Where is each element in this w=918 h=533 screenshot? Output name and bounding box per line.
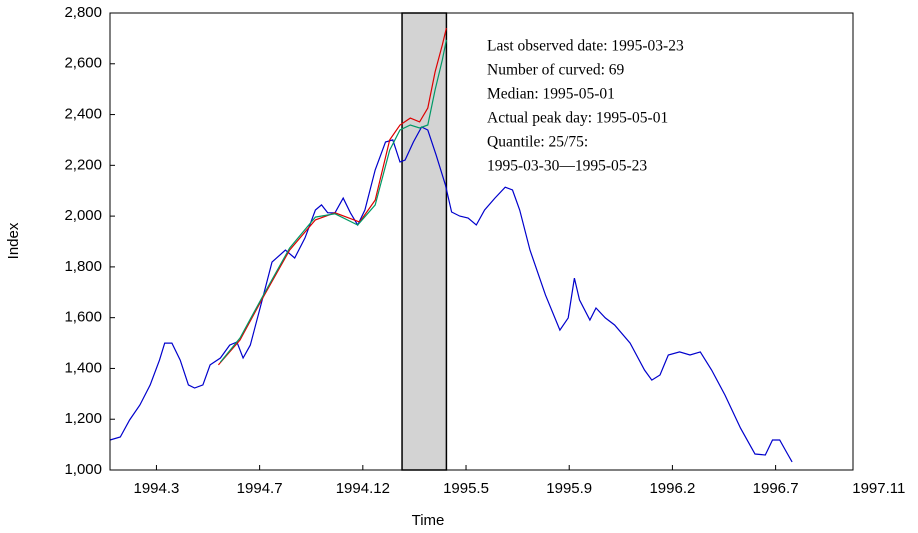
annotation: 1995-03-30—1995-05-23 (487, 158, 647, 175)
plot-frame (109, 12, 854, 471)
line-series (109, 126, 793, 463)
x-tick-label: 1995.5 (443, 480, 489, 497)
y-tick-label: 1,000 (64, 461, 102, 478)
y-tick-label: 2,800 (64, 4, 102, 21)
x-tick-label: 1997.11 (852, 480, 905, 497)
y-tick-label: 2,200 (64, 156, 102, 173)
y-tick-label: 2,400 (64, 106, 102, 123)
y-tick-label: 1,800 (64, 258, 102, 275)
y-axis-label: Index (5, 222, 22, 259)
line-series (217, 27, 447, 366)
y-tick-label: 1,400 (64, 359, 102, 376)
x-tick-label: 1995.9 (546, 480, 592, 497)
x-tick-label: 1994.12 (336, 480, 390, 497)
annotation: Last observed date: 1995-03-23 (487, 38, 684, 55)
x-axis-label: Time (412, 512, 445, 529)
y-tick-label: 1,200 (64, 410, 102, 427)
y-tick-label: 2,000 (64, 207, 102, 224)
x-tick-label: 1994.7 (237, 480, 283, 497)
shaded-window (401, 12, 448, 471)
y-tick-label: 1,600 (64, 309, 102, 326)
y-tick-label: 2,600 (64, 55, 102, 72)
annotation: Median: 1995-05-01 (487, 86, 615, 103)
annotation: Number of curved: 69 (487, 62, 625, 79)
x-tick-label: 1996.2 (649, 480, 695, 497)
annotation: Quantile: 25/75: (487, 134, 588, 151)
x-tick-label: 1996.7 (753, 480, 799, 497)
x-tick-label: 1994.3 (133, 480, 179, 497)
line-series (219, 39, 447, 363)
annotation: Actual peak day: 1995-05-01 (487, 110, 668, 127)
